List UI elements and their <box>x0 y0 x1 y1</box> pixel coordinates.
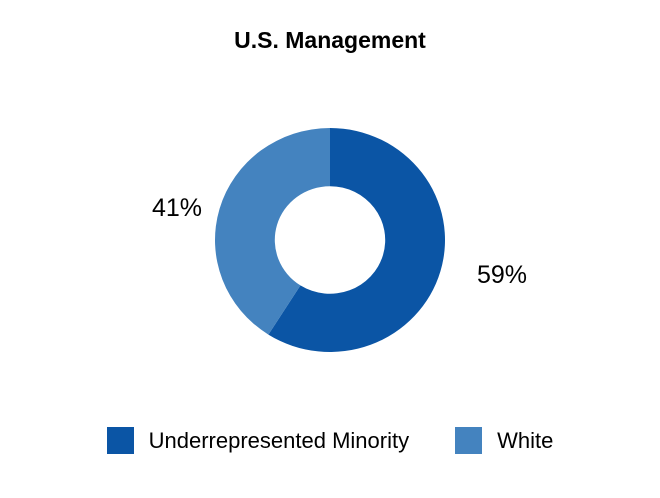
chart-title: U.S. Management <box>234 27 426 53</box>
legend-label-underrepresented-minority: Underrepresented Minority <box>148 428 410 453</box>
legend: Underrepresented Minority White <box>0 427 660 454</box>
donut-slice-white <box>214 128 330 335</box>
donut-slice-underrepresented-minority <box>268 128 445 352</box>
legend-swatch-white <box>455 427 483 454</box>
slice-label-white: 41% <box>152 194 203 222</box>
legend-item-underrepresented-minority: Underrepresented Minority <box>106 427 410 454</box>
slice-label-underrepresented-minority: 59% <box>477 261 528 289</box>
legend-label-white: White <box>497 428 554 453</box>
legend-item-white: White <box>455 427 553 454</box>
legend-swatch-underrepresented-minority <box>106 427 134 454</box>
